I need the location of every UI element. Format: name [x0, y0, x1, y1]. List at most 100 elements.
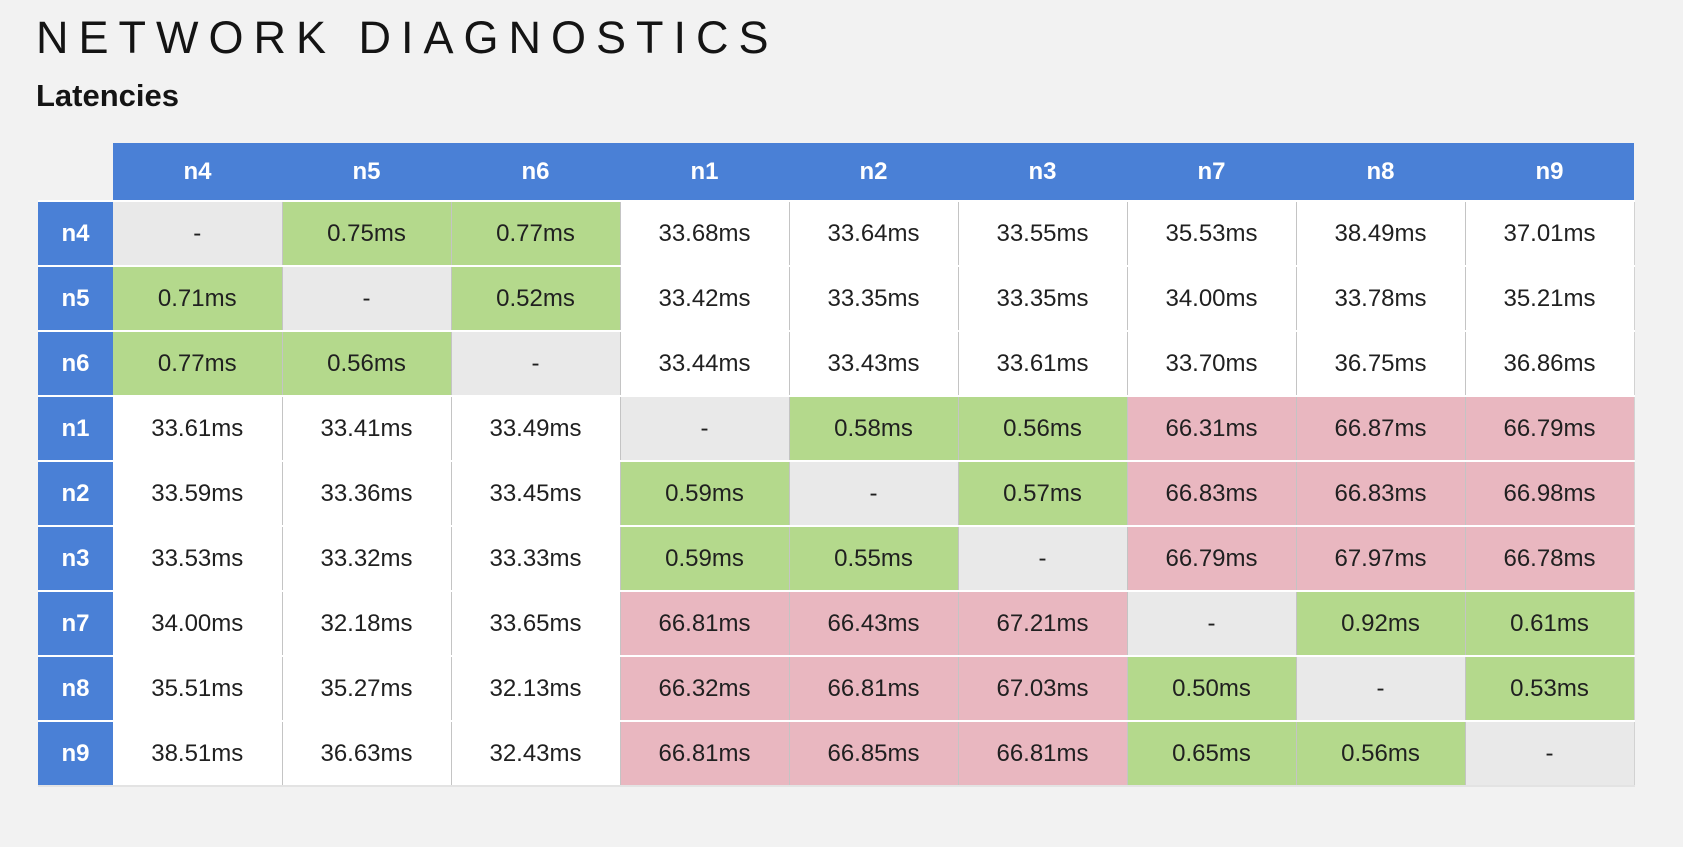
column-header-n1: n1	[620, 143, 789, 201]
row-header-n1: n1	[38, 396, 113, 461]
latency-cell-n6-n9: 36.86ms	[1464, 331, 1635, 396]
latency-cell-n6-n8: 36.75ms	[1295, 331, 1465, 396]
latency-cell-n2-n6: 33.45ms	[450, 461, 620, 526]
latency-cell-n8-n7: 0.50ms	[1126, 656, 1296, 721]
latency-cell-n9-n5: 36.63ms	[281, 721, 451, 787]
latency-matrix-table: n4 n5 n6 n1 n2 n3 n7 n8 n9 n4-0.75ms 0.77ms 33.68m…	[38, 143, 1635, 787]
column-header-n6: n6	[451, 143, 620, 201]
latency-cell-n4-n2: 33.64ms	[788, 201, 958, 266]
latency-cell-n6-n2: 33.43ms	[788, 331, 958, 396]
page-title: NETWORK DIAGNOSTICS	[36, 12, 779, 63]
latency-cell-n5-n3: 33.35ms	[957, 266, 1127, 331]
latency-cell-n5-n6: 0.52ms	[450, 266, 620, 331]
table-row-n6: n6 0.77ms 0.56ms -33.44ms 33.43ms 33.61ms 33.7…	[38, 331, 1635, 396]
latency-cell-n5-n9: 35.21ms	[1464, 266, 1635, 331]
row-header-n2: n2	[38, 461, 113, 526]
latency-cell-n2-n5: 33.36ms	[281, 461, 451, 526]
latency-cell-n7-n5: 32.18ms	[281, 591, 451, 656]
latency-cell-n5-n8: 33.78ms	[1295, 266, 1465, 331]
table-row-n9: n9 38.51ms 36.63ms 32.43ms 66.81ms 66.85ms 66.…	[38, 721, 1635, 787]
table-row-n2: n2 33.59ms 33.36ms 33.45ms 0.59ms -0.57ms 66.8…	[38, 461, 1635, 526]
column-header-n9: n9	[1465, 143, 1634, 201]
table-row-n8: n8 35.51ms 35.27ms 32.13ms 66.32ms 66.81ms 67.…	[38, 656, 1635, 721]
latency-cell-n2-n9: 66.98ms	[1464, 461, 1635, 526]
latency-cell-n3-n7: 66.79ms	[1126, 526, 1296, 591]
latency-cell-n8-n9: 0.53ms	[1464, 656, 1635, 721]
column-header-n4: n4	[113, 143, 282, 201]
latency-cell-n8-n2: 66.81ms	[788, 656, 958, 721]
latency-cell-n7-n6: 33.65ms	[450, 591, 620, 656]
latency-cell-n2-n1: 0.59ms	[619, 461, 789, 526]
header-row: n4 n5 n6 n1 n2 n3 n7 n8 n9	[38, 143, 1634, 201]
latency-cell-n6-n7: 33.70ms	[1126, 331, 1296, 396]
latency-cell-n3-n2: 0.55ms	[788, 526, 958, 591]
latency-matrix-container: n4 n5 n6 n1 n2 n3 n7 n8 n9 n4-0.75ms 0.77ms 33.68m…	[38, 143, 1635, 787]
latency-cell-n7-n7: -	[1126, 591, 1296, 656]
row-header-n8: n8	[38, 656, 113, 721]
table-row-n5: n5 0.71ms -0.52ms 33.42ms 33.35ms 33.35ms 34.0…	[38, 266, 1635, 331]
latency-cell-n7-n8: 0.92ms	[1295, 591, 1465, 656]
latency-cell-n7-n3: 67.21ms	[957, 591, 1127, 656]
latency-cell-n4-n8: 38.49ms	[1295, 201, 1465, 266]
latency-cell-n3-n6: 33.33ms	[450, 526, 620, 591]
latency-cell-n4-n6: 0.77ms	[450, 201, 620, 266]
latency-cell-n1-n3: 0.56ms	[957, 396, 1127, 461]
latency-cell-n1-n2: 0.58ms	[788, 396, 958, 461]
latency-cell-n1-n1: -	[619, 396, 789, 461]
section-title-latencies: Latencies	[36, 78, 180, 113]
latency-cell-n6-n6: -	[450, 331, 620, 396]
latency-cell-n7-n9: 0.61ms	[1464, 591, 1635, 656]
latency-cell-n9-n8: 0.56ms	[1295, 721, 1465, 787]
latency-cell-n2-n8: 66.83ms	[1295, 461, 1465, 526]
latency-cell-n8-n5: 35.27ms	[281, 656, 451, 721]
row-header-n4: n4	[38, 201, 113, 266]
latency-cell-n3-n3: -	[957, 526, 1127, 591]
column-header-n3: n3	[958, 143, 1127, 201]
column-header-n7: n7	[1127, 143, 1296, 201]
latency-cell-n2-n4: 33.59ms	[113, 461, 282, 526]
latency-cell-n5-n2: 33.35ms	[788, 266, 958, 331]
latency-cell-n5-n5: -	[281, 266, 451, 331]
latency-cell-n2-n7: 66.83ms	[1126, 461, 1296, 526]
row-header-n7: n7	[38, 591, 113, 656]
latency-cell-n1-n4: 33.61ms	[113, 396, 282, 461]
column-header-n8: n8	[1296, 143, 1465, 201]
latency-cell-n9-n4: 38.51ms	[113, 721, 282, 787]
table-row-n4: n4-0.75ms 0.77ms 33.68ms 33.64ms 33.55ms 35.5…	[38, 201, 1635, 266]
latency-cell-n1-n7: 66.31ms	[1126, 396, 1296, 461]
latency-cell-n4-n5: 0.75ms	[281, 201, 451, 266]
latency-cell-n9-n2: 66.85ms	[788, 721, 958, 787]
latency-cell-n9-n9: -	[1464, 721, 1635, 787]
latency-cell-n9-n7: 0.65ms	[1126, 721, 1296, 787]
matrix-body: n4-0.75ms 0.77ms 33.68ms 33.64ms 33.55ms 35.5…	[38, 201, 1635, 787]
latency-cell-n1-n6: 33.49ms	[450, 396, 620, 461]
latency-cell-n8-n1: 66.32ms	[619, 656, 789, 721]
latency-cell-n2-n3: 0.57ms	[957, 461, 1127, 526]
latency-cell-n3-n8: 67.97ms	[1295, 526, 1465, 591]
latency-cell-n8-n8: -	[1295, 656, 1465, 721]
latency-cell-n3-n1: 0.59ms	[619, 526, 789, 591]
table-row-n3: n3 33.53ms 33.32ms 33.33ms 0.59ms 0.55ms -66.7…	[38, 526, 1635, 591]
column-header-n2: n2	[789, 143, 958, 201]
latency-cell-n8-n3: 67.03ms	[957, 656, 1127, 721]
latency-cell-n4-n1: 33.68ms	[619, 201, 789, 266]
latency-cell-n9-n6: 32.43ms	[450, 721, 620, 787]
latency-cell-n3-n4: 33.53ms	[113, 526, 282, 591]
latency-cell-n5-n4: 0.71ms	[113, 266, 282, 331]
table-row-n1: n1 33.61ms 33.41ms 33.49ms -0.58ms 0.56ms 66.3…	[38, 396, 1635, 461]
latency-cell-n1-n9: 66.79ms	[1464, 396, 1635, 461]
table-row-n7: n7 34.00ms 32.18ms 33.65ms 66.81ms 66.43ms 67.…	[38, 591, 1635, 656]
latency-cell-n5-n1: 33.42ms	[619, 266, 789, 331]
row-header-n3: n3	[38, 526, 113, 591]
latency-cell-n6-n5: 0.56ms	[281, 331, 451, 396]
latency-cell-n4-n3: 33.55ms	[957, 201, 1127, 266]
latency-cell-n6-n1: 33.44ms	[619, 331, 789, 396]
latency-cell-n4-n4: -	[113, 201, 282, 266]
latency-cell-n7-n2: 66.43ms	[788, 591, 958, 656]
corner-cell	[38, 143, 113, 201]
column-header-n5: n5	[282, 143, 451, 201]
latency-cell-n3-n5: 33.32ms	[281, 526, 451, 591]
latency-cell-n9-n1: 66.81ms	[619, 721, 789, 787]
latency-cell-n5-n7: 34.00ms	[1126, 266, 1296, 331]
latency-cell-n2-n2: -	[788, 461, 958, 526]
